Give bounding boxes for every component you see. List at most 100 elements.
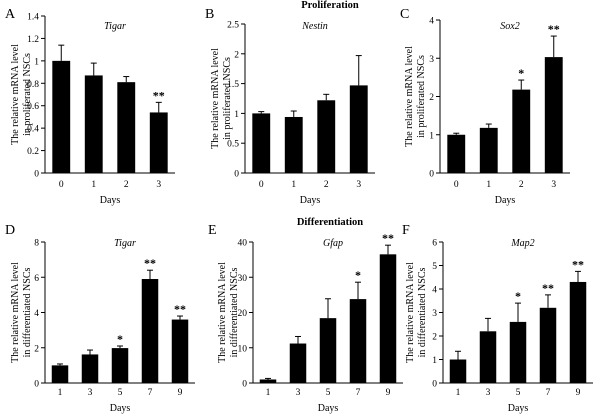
x-tick-label: 3 — [156, 180, 161, 190]
y-axis-label-line: in proliferated NSCs — [222, 57, 233, 140]
x-tick-label: 3 — [296, 388, 301, 398]
y-tick-label: 0.5 — [227, 140, 239, 150]
x-tick-label: 5 — [118, 388, 123, 398]
bar — [289, 343, 307, 383]
significance-marker: ** — [382, 231, 394, 245]
bar — [284, 116, 303, 173]
y-tick-label: 0.4 — [27, 125, 39, 135]
bar — [509, 321, 527, 383]
significance-marker: ** — [144, 256, 156, 270]
panel-letter: F — [402, 223, 410, 238]
x-tick-label: 5 — [326, 388, 331, 398]
panel-letter: D — [5, 223, 15, 238]
y-tick-label: 0 — [429, 170, 434, 180]
bar — [81, 354, 99, 383]
x-tick-label: 9 — [386, 388, 391, 398]
x-tick-label: 9 — [178, 388, 183, 398]
x-tick-label: 0 — [454, 180, 459, 190]
x-tick-label: 5 — [516, 388, 521, 398]
y-axis-label: The relative mRNA levelin proliferated N… — [404, 46, 427, 147]
y-axis-label-line: in differentiated NSCs — [22, 267, 33, 357]
gene-label: Map2 — [510, 238, 534, 249]
significance-marker: * — [117, 332, 123, 346]
chart-panel-f: F Map2 The relative mRNA levelin different… — [402, 223, 593, 414]
x-tick-label: 1 — [266, 388, 271, 398]
y-tick-label: 10 — [238, 344, 248, 354]
bar — [349, 299, 367, 383]
chart-panel-d: D Tigar The relative mRNA levelin differen… — [5, 223, 195, 414]
y-tick-label: 4 — [432, 286, 437, 296]
y-tick-label: 2 — [432, 333, 437, 343]
x-tick-label: 3 — [486, 388, 491, 398]
bar — [512, 89, 531, 173]
bar — [171, 319, 189, 383]
y-axis-label: The relative mRNA levelin proliferated N… — [10, 44, 33, 145]
y-tick-label: 4 — [429, 17, 434, 27]
bar — [349, 85, 368, 173]
significance-marker: ** — [542, 281, 554, 295]
bar — [252, 113, 271, 173]
section-title-proliferation: Proliferation — [301, 0, 359, 11]
x-tick-label: 2 — [519, 180, 524, 190]
y-axis-label-line: The relative mRNA level — [404, 46, 415, 147]
significance-marker: * — [518, 66, 524, 80]
y-tick-label: 1 — [429, 131, 434, 141]
y-tick-label: 30 — [238, 274, 248, 284]
bar — [479, 127, 498, 173]
chart-panel-c: C Sox2 The relative mRNA levelin prolifera… — [400, 7, 570, 206]
bar — [479, 331, 497, 383]
gene-label: Tigar — [114, 238, 136, 249]
y-tick-label: 2 — [234, 50, 239, 60]
y-tick-label: 3 — [432, 309, 437, 319]
y-tick-label: 4 — [34, 309, 39, 319]
gene-label: Nestin — [301, 21, 328, 32]
y-tick-label: 1.2 — [27, 35, 39, 45]
x-axis-label: Days — [508, 403, 529, 414]
gene-label: Sox2 — [500, 21, 519, 32]
gene-label: Gfap — [323, 238, 343, 249]
chart-panel-b: B Nestin The relative mRNA levelin prolife… — [205, 7, 375, 206]
y-tick-label: 6 — [34, 274, 39, 284]
y-tick-label: 1 — [234, 110, 239, 120]
bar — [319, 318, 337, 383]
bar — [447, 134, 466, 173]
y-axis-label-line: The relative mRNA level — [217, 262, 228, 363]
bar — [84, 75, 103, 173]
chart-panel-a: A Tigar The relative mRNA levelin prolifer… — [5, 7, 175, 206]
y-tick-label: 6 — [432, 239, 437, 249]
y-tick-label: 0.8 — [27, 80, 39, 90]
x-tick-label: 7 — [546, 388, 551, 398]
y-tick-label: 2 — [429, 93, 434, 103]
x-tick-label: 1 — [291, 180, 296, 190]
section-title-differentiation: Differentiation — [297, 217, 363, 228]
bar — [111, 348, 129, 383]
panel-letter: B — [205, 7, 214, 22]
x-axis-label: Days — [318, 403, 339, 414]
significance-marker: ** — [174, 302, 186, 316]
x-axis-label: Days — [110, 403, 131, 414]
x-tick-label: 3 — [356, 180, 361, 190]
panel-letter: E — [208, 223, 217, 238]
x-axis-label: Days — [495, 195, 516, 206]
x-tick-label: 1 — [58, 388, 63, 398]
y-tick-label: 0 — [432, 380, 437, 390]
y-axis-label-line: The relative mRNA level — [10, 262, 21, 363]
y-tick-label: 0 — [34, 170, 39, 180]
chart-panel-e: E Gfap The relative mRNA levelin different… — [208, 223, 403, 414]
panel-letter: C — [400, 7, 409, 22]
x-tick-label: 0 — [259, 180, 264, 190]
y-axis-label: The relative mRNA levelin differentiated… — [10, 262, 33, 363]
x-axis-label: Days — [300, 195, 321, 206]
y-tick-label: 8 — [34, 239, 39, 249]
y-tick-label: 0 — [242, 380, 247, 390]
x-tick-label: 7 — [148, 388, 153, 398]
y-tick-label: 0.2 — [27, 147, 39, 157]
y-tick-label: 20 — [238, 309, 248, 319]
bar — [52, 60, 71, 173]
significance-marker: ** — [548, 22, 560, 36]
bar — [544, 57, 563, 173]
y-tick-label: 2.5 — [227, 21, 239, 31]
y-axis-label: The relative mRNA levelin differentiated… — [405, 262, 428, 363]
